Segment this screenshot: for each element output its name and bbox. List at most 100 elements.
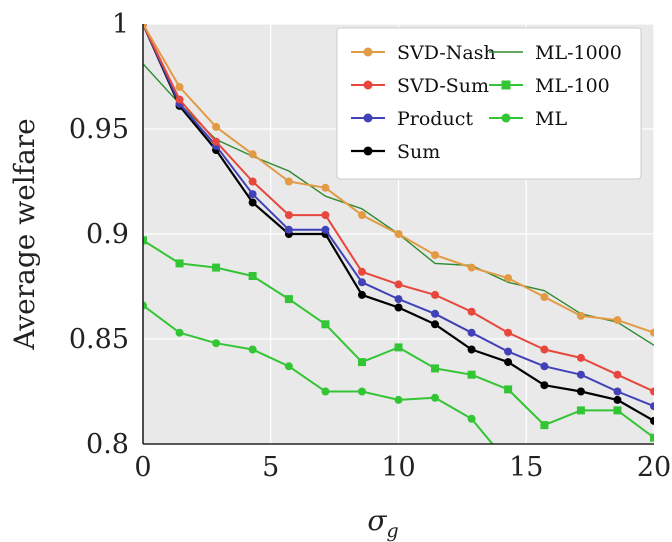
- legend-item: SVD-Sum: [351, 75, 489, 97]
- sum-point: [613, 395, 622, 404]
- legend-item: Sum: [351, 141, 440, 163]
- ml-point: [212, 339, 221, 348]
- x-tick-label: 20: [637, 452, 671, 483]
- product-point: [431, 309, 440, 318]
- svd-sum-point: [504, 328, 513, 337]
- product-point: [613, 387, 622, 396]
- x-axis-title: σg: [367, 504, 398, 542]
- legend: SVD-Nash SVD-Sum Product Sum ML-1000 ML-100 ML: [336, 27, 642, 180]
- svd-sum-point: [650, 387, 654, 396]
- legend-label: SVD-Nash: [397, 42, 496, 64]
- legend-swatch-marker: [363, 146, 373, 156]
- ml-100-point: [321, 320, 330, 329]
- legend-label: ML: [535, 108, 567, 130]
- svd-sum-point: [212, 137, 221, 146]
- ml-point: [357, 387, 366, 396]
- x-axis-title-sub: g: [386, 520, 398, 542]
- svd-nash-point: [613, 316, 622, 325]
- legend-item: ML-100: [489, 75, 610, 97]
- sum-point: [650, 416, 654, 425]
- svd-nash-point: [650, 328, 654, 337]
- legend-label: Sum: [397, 141, 440, 163]
- ml-100-point: [284, 295, 293, 304]
- ml-100-point: [212, 263, 221, 272]
- svd-nash-point: [357, 211, 366, 220]
- x-tick-label: 15: [509, 452, 543, 483]
- ml-point: [284, 362, 293, 371]
- ml-point: [143, 301, 147, 310]
- svd-sum-point: [467, 307, 476, 316]
- y-axis-title: Average welfare: [8, 118, 41, 350]
- svd-nash-point: [284, 177, 293, 186]
- x-tick-label: 0: [134, 452, 151, 483]
- y-tick-label: 0.95: [69, 114, 129, 145]
- legend-item: ML-1000: [489, 42, 622, 64]
- legend-swatch-marker: [363, 80, 373, 90]
- axes: [142, 24, 654, 445]
- tick-labels: 0 5 10 15 20 0.8 0.85 0.9 0.95 1: [69, 9, 671, 483]
- svd-sum-point: [540, 345, 549, 354]
- sum-point: [540, 381, 549, 390]
- legend-item: Product: [351, 108, 473, 130]
- product-point: [321, 225, 330, 234]
- ml-100-point: [504, 385, 513, 394]
- y-tick-label: 0.8: [86, 429, 129, 460]
- ml-point: [248, 345, 257, 354]
- svd-nash-point: [175, 83, 184, 91]
- ml-100-point: [613, 406, 622, 415]
- ml-100-point: [576, 406, 585, 415]
- product-point: [504, 347, 513, 356]
- svd-sum-point: [175, 95, 184, 104]
- x-tick-label: 5: [262, 452, 279, 483]
- product-point: [467, 328, 476, 337]
- ml-point: [431, 393, 440, 402]
- product-point: [650, 402, 654, 411]
- ml-point: [394, 395, 403, 404]
- series-svd-nash: [143, 24, 654, 337]
- svd-nash-point: [467, 263, 476, 272]
- legend-label: ML-1000: [535, 42, 622, 64]
- y-tick-label: 0.9: [86, 219, 129, 250]
- x-axis-title-main: σ: [367, 504, 387, 537]
- svd-nash-point: [248, 150, 257, 159]
- svd-nash-point: [394, 230, 403, 238]
- legend-box: [336, 27, 642, 180]
- svd-sum-point: [248, 177, 257, 186]
- ml-100-point: [143, 236, 147, 245]
- y-tick-label: 1: [112, 9, 129, 40]
- series-svd-sum: [143, 24, 654, 396]
- svd-sum-point: [394, 280, 403, 289]
- legend-item: SVD-Nash: [351, 42, 496, 64]
- series-layer: [143, 24, 654, 444]
- y-tick-label: 0.85: [69, 324, 129, 355]
- product-point: [284, 225, 293, 234]
- series-ml-100: [143, 236, 654, 442]
- product-point: [248, 190, 257, 199]
- ml-100-point: [540, 421, 549, 430]
- svd-nash-point: [576, 311, 585, 320]
- legend-swatch-marker: [501, 113, 511, 123]
- x-tick-label: 10: [381, 452, 415, 483]
- legend-label: Product: [397, 108, 473, 130]
- ml-point: [175, 328, 184, 337]
- ml-100-point: [650, 433, 654, 442]
- svd-sum-point: [431, 290, 440, 299]
- sum-point: [576, 387, 585, 396]
- svd-sum-point: [576, 353, 585, 362]
- ml-100-point: [175, 259, 184, 268]
- legend-label: ML-100: [535, 75, 610, 97]
- ml-100-point: [431, 364, 440, 373]
- legend-label: SVD-Sum: [397, 75, 489, 97]
- svd-nash-point: [431, 251, 440, 259]
- svd-sum-point: [613, 370, 622, 379]
- svd-nash-point: [321, 183, 330, 192]
- product-point: [540, 362, 549, 371]
- legend-item: ML: [489, 108, 567, 130]
- ml-point: [467, 414, 476, 423]
- ml-100-point: [394, 343, 403, 352]
- legend-swatch-marker: [363, 47, 373, 57]
- sum-point: [431, 320, 440, 329]
- sum-point: [504, 358, 513, 367]
- svd-nash-point: [540, 293, 549, 301]
